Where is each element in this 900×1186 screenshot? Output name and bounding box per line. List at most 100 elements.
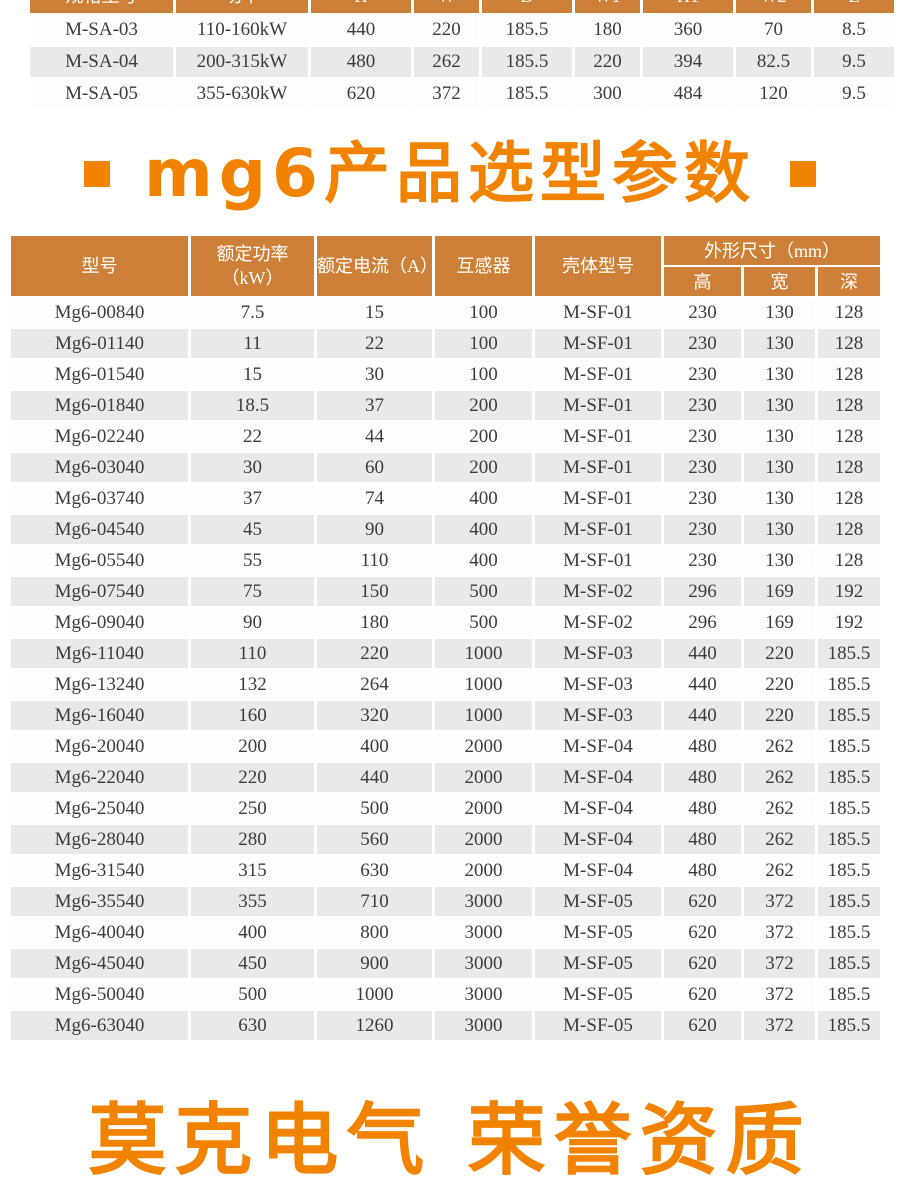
table-cell: 128 <box>818 484 881 513</box>
table-row: Mg6-13240 132 264 1000 M-SF-03 440 220 185.5 <box>11 670 881 699</box>
table-cell: 372 <box>744 980 815 1009</box>
table-cell: 1000 <box>435 639 532 668</box>
table-header-row: 规格型号功率HWDW1H1W2E <box>30 0 894 13</box>
table-row: Mg6-04540 45 90 400 M-SF-01 230 130 128 <box>11 515 881 544</box>
table-row: Mg6-40040 400 800 3000 M-SF-05 620 372 185.5 <box>11 918 881 947</box>
table-cell: Mg6-03740 <box>11 484 188 513</box>
table-cell: Mg6-22040 <box>11 763 188 792</box>
table-cell: 130 <box>744 422 815 451</box>
table-cell: 1000 <box>317 980 432 1009</box>
table-cell: 185.5 <box>818 763 881 792</box>
table-cell: 185.5 <box>818 732 881 761</box>
table-cell: 480 <box>664 856 741 885</box>
table-cell: 9.5 <box>814 47 894 77</box>
table-cell: 355 <box>191 887 314 916</box>
table-row: Mg6-50040 500 1000 3000 M-SF-05 620 372 185.5 <box>11 980 881 1009</box>
table-cell: 22 <box>191 422 314 451</box>
table-cell: 44 <box>317 422 432 451</box>
table-cell: Mg6-07540 <box>11 577 188 606</box>
table-cell: 110-160kW <box>176 15 308 45</box>
table-cell: Mg6-01540 <box>11 360 188 389</box>
table-cell: 230 <box>664 484 741 513</box>
table-cell: 440 <box>311 15 411 45</box>
table-cell: 440 <box>664 701 741 730</box>
table-cell: 500 <box>435 608 532 637</box>
table-cell: 360 <box>643 15 733 45</box>
table-cell: M-SF-01 <box>535 453 661 482</box>
table-cell: 900 <box>317 949 432 978</box>
table-cell: 185.5 <box>818 701 881 730</box>
table-cell: M-SA-05 <box>30 79 173 109</box>
table-cell: 15 <box>191 360 314 389</box>
col-header-width: 宽 <box>744 267 815 296</box>
table-cell: M-SA-03 <box>30 15 173 45</box>
table-row: Mg6-25040 250 500 2000 M-SF-04 480 262 185.5 <box>11 794 881 823</box>
table-cell: 128 <box>818 329 881 358</box>
table-cell: 185.5 <box>482 15 572 45</box>
table-cell: 2000 <box>435 763 532 792</box>
table-cell: 180 <box>575 15 640 45</box>
table-cell: 150 <box>317 577 432 606</box>
top-spec-table-header: 规格型号功率HWDW1H1W2E <box>30 0 894 13</box>
table-cell: H1 <box>643 0 733 13</box>
table-cell: 300 <box>575 79 640 109</box>
table-cell: Mg6-50040 <box>11 980 188 1009</box>
table-row: Mg6-31540 315 630 2000 M-SF-04 480 262 185.5 <box>11 856 881 885</box>
table-cell: 220 <box>744 639 815 668</box>
table-cell: 400 <box>317 732 432 761</box>
table-cell: 185.5 <box>818 825 881 854</box>
table-cell: 7.5 <box>191 298 314 327</box>
table-cell: 128 <box>818 360 881 389</box>
table-cell: 90 <box>317 515 432 544</box>
table-cell: 296 <box>664 608 741 637</box>
table-cell: M-SF-02 <box>535 608 661 637</box>
table-cell: M-SF-01 <box>535 298 661 327</box>
table-cell: 185.5 <box>818 887 881 916</box>
table-cell: M-SF-04 <box>535 794 661 823</box>
table-row: Mg6-16040 160 320 1000 M-SF-03 440 220 185.5 <box>11 701 881 730</box>
table-cell: 480 <box>664 763 741 792</box>
table-cell: 100 <box>435 298 532 327</box>
section-title-row: mg6产品选型参数 <box>0 128 900 220</box>
table-cell: M-SF-01 <box>535 329 661 358</box>
table-cell: Mg6-45040 <box>11 949 188 978</box>
table-cell: 262 <box>744 732 815 761</box>
table-cell: 230 <box>664 360 741 389</box>
table-cell: 60 <box>317 453 432 482</box>
table-cell: Mg6-31540 <box>11 856 188 885</box>
table-cell: 400 <box>435 484 532 513</box>
table-cell: 440 <box>664 670 741 699</box>
table-cell: M-SF-01 <box>535 515 661 544</box>
table-cell: 230 <box>664 422 741 451</box>
table-cell: 500 <box>317 794 432 823</box>
table-cell: 200-315kW <box>176 47 308 77</box>
table-row: Mg6-11040 110 220 1000 M-SF-03 440 220 185.5 <box>11 639 881 668</box>
table-cell: 560 <box>317 825 432 854</box>
table-cell: 620 <box>664 887 741 916</box>
table-cell: 620 <box>664 980 741 1009</box>
table-cell: 130 <box>744 391 815 420</box>
table-cell: M-SF-03 <box>535 639 661 668</box>
table-cell: Mg6-40040 <box>11 918 188 947</box>
table-row: M-SA-03 110-160kW 440 220 185.5 180 360 70 8.5 <box>30 15 894 45</box>
table-row: Mg6-01140 11 22 100 M-SF-01 230 130 128 <box>11 329 881 358</box>
table-cell: 250 <box>191 794 314 823</box>
table-cell: 372 <box>744 1011 815 1040</box>
table-cell: Mg6-05540 <box>11 546 188 575</box>
title-left-square-icon <box>84 161 111 187</box>
table-cell: 315 <box>191 856 314 885</box>
table-cell: 220 <box>414 15 479 45</box>
table-cell: 394 <box>643 47 733 77</box>
table-cell: 230 <box>664 453 741 482</box>
table-cell: 180 <box>317 608 432 637</box>
table-cell: 185.5 <box>818 670 881 699</box>
table-cell: M-SF-05 <box>535 949 661 978</box>
table-cell: 630 <box>317 856 432 885</box>
table-cell: 1260 <box>317 1011 432 1040</box>
table-cell: 15 <box>317 298 432 327</box>
col-header-rated-power: 额定功率（kW） <box>191 236 314 296</box>
table-cell: 37 <box>317 391 432 420</box>
table-cell: 220 <box>317 639 432 668</box>
table-cell: 185.5 <box>818 918 881 947</box>
table-cell: 130 <box>744 329 815 358</box>
